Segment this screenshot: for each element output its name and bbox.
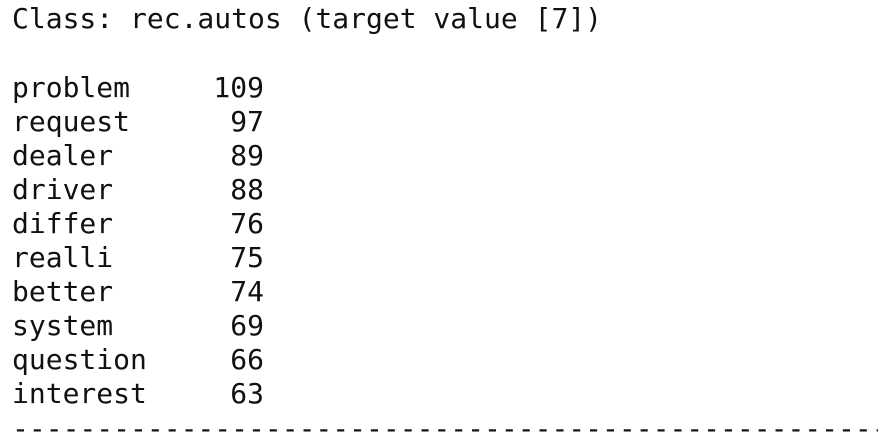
count-cell: 89	[230, 139, 264, 172]
term-cell: better	[12, 275, 114, 308]
table-row: system 69	[12, 309, 878, 343]
term-cell: request	[12, 105, 131, 138]
table-row: question 66	[12, 343, 878, 377]
console-output: Class: rec.autos (target value [7]) coun…	[12, 0, 878, 443]
table-row: better 74	[12, 275, 878, 309]
table-row: realli 75	[12, 241, 878, 275]
count-cell: 74	[230, 275, 264, 308]
table-row: interest 63	[12, 377, 878, 411]
count-cell: 109	[213, 71, 264, 104]
table-row: differ 76	[12, 207, 878, 241]
term-cell: realli	[12, 241, 114, 274]
term-cell: problem	[12, 71, 131, 104]
term-cell: interest	[12, 377, 147, 410]
term-cell: question	[12, 343, 147, 376]
count-cell: 88	[230, 173, 264, 206]
table-row: problem 109	[12, 71, 878, 105]
table-header: count	[12, 37, 878, 71]
count-cell: 66	[230, 343, 264, 376]
count-cell: 97	[230, 105, 264, 138]
count-cell: 76	[230, 207, 264, 240]
term-cell: system	[12, 309, 114, 342]
table-row: request 97	[12, 105, 878, 139]
count-cell: 63	[230, 377, 264, 410]
term-cell: dealer	[12, 139, 114, 172]
table-row: dealer 89	[12, 139, 878, 173]
table-row: driver 88	[12, 173, 878, 207]
count-cell: 75	[230, 241, 264, 274]
class-title: Class: rec.autos (target value [7])	[12, 2, 603, 35]
separator-line: ----------------------------------------…	[12, 415, 878, 443]
term-cell: differ	[12, 207, 114, 240]
term-cell: driver	[12, 173, 114, 206]
count-cell: 69	[230, 309, 264, 342]
